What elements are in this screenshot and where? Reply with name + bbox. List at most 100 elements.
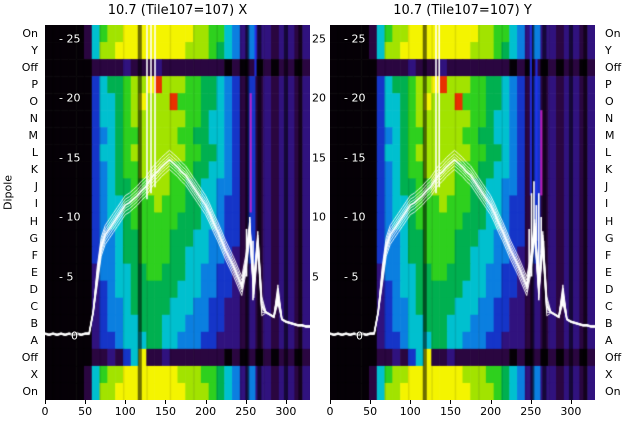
dipole-row-label: K [30,163,38,177]
x-tick-mark [125,400,127,404]
x-tick-label: 100 [399,405,421,418]
heatmap-panel-x: - 25 - 20 - 15 - 10 - 5 0 [45,25,310,400]
dipole-row-label: D [29,282,38,296]
dipole-row-label: L [31,146,38,160]
x-tick-label: 300 [275,405,297,418]
dipole-row-labels-right: On Y Off P O N M L K J I H G F E D C B A Off X On [601,25,637,400]
x-tick-label: 50 [78,405,93,418]
dipole-axis-label: Dipole [1,174,15,211]
dipole-row-label: Off [605,61,622,75]
dipole-row-label: O [605,95,614,109]
x-tick-label: 250 [235,405,257,418]
heatmap-canvas-y [330,25,595,400]
dipole-row-label: Y [605,44,612,58]
inner-y-tick-label: - 20 [344,91,366,105]
x-tick-mark [490,400,492,404]
dipole-row-label: C [30,299,38,313]
dipole-row-label: B [30,316,38,330]
dipole-row-label: X [605,367,613,381]
x-tick-label: 0 [326,405,334,418]
inner-y-tick-label: - 25 [344,32,366,45]
x-tick-mark [530,400,532,404]
x-tick-label: 250 [520,405,542,418]
dipole-row-labels-left: On Y Off P O N M L K J I H G F E D C B A Off X On [14,25,42,400]
x-tick-label: 100 [114,405,136,418]
panel-title-x: 10.7 (Tile107=107) X [107,3,248,18]
x-tick-mark [450,400,452,404]
x-tick-label: 300 [560,405,582,418]
x-tick-mark [370,400,372,404]
x-tick-label: 150 [439,405,461,418]
dipole-row-label: A [605,333,613,347]
dipole-row-label: J [605,180,609,194]
inner-y-tick-label: 0 [356,329,363,343]
inner-y-tick-label: 0 [71,329,78,343]
dipole-row-label: Y [31,44,38,58]
heatmap-canvas-x [45,25,310,400]
dipole-row-label: H [29,214,38,228]
dipole-row-label: E [31,265,38,279]
x-tick-label: 0 [41,405,49,418]
right-y-tick-label: 15 [312,151,326,164]
dipole-row-label: A [30,333,38,347]
dipole-row-label: I [605,197,609,211]
dipole-row-label: E [605,265,612,279]
inner-y-tick-label: - 20 [59,91,81,105]
dipole-row-label: P [31,78,38,92]
dipole-row-label: M [605,129,615,143]
dipole-row-label: Off [21,61,38,75]
dipole-row-label: C [605,299,613,313]
dipole-row-label: L [605,146,612,160]
dipole-row-label: G [605,231,614,245]
x-tick-label: 200 [195,405,217,418]
panel-title-y: 10.7 (Tile107=107) Y [393,3,532,18]
dipole-row-label: X [30,367,38,381]
right-y-tick-label: 20 [312,91,326,105]
x-tick-mark [165,400,167,404]
inner-y-tick-label: - 10 [344,210,366,224]
dipole-row-label: On [22,27,38,41]
dipole-row-label: Off [21,350,38,364]
x-tick-mark [410,400,412,404]
x-tick-label: 50 [363,405,378,418]
dipole-row-label: O [29,95,38,109]
x-tick-mark [570,400,572,404]
inner-y-tick-label: - 5 [59,270,74,283]
dipole-row-label: On [22,385,38,398]
dipole-row-label: M [28,129,39,143]
x-tick-mark [285,400,287,404]
x-tick-mark [245,400,247,404]
right-y-tick-label: 10 [312,210,326,224]
dipole-row-label: H [605,214,614,228]
x-tick-label: 200 [480,405,502,418]
dipole-row-label: I [34,197,38,211]
dipole-row-label: D [605,282,614,296]
x-tick-mark [45,400,46,404]
inner-y-tick-label: - 5 [344,270,359,283]
x-tick-mark [85,400,87,404]
dipole-row-label: On [605,385,621,398]
dipole-row-label: K [605,163,613,177]
dipole-row-label: On [605,27,621,41]
dipole-row-label: J [34,180,38,194]
dipole-row-label: F [605,248,612,262]
dipole-row-label: N [605,112,614,126]
x-tick-mark [330,400,331,404]
dipole-row-label: B [605,316,613,330]
x-tick-label: 150 [154,405,176,418]
right-y-tick-label: 5 [312,270,319,283]
inner-y-tick-label: - 25 [59,32,81,45]
x-tick-mark [205,400,207,404]
heatmap-panel-y: - 25 - 20 - 15 - 10 - 5 0 [330,25,595,400]
dipole-row-label: Off [605,350,622,364]
right-y-tick-label: 25 [312,32,326,45]
dipole-row-label: G [29,231,38,245]
inner-y-tick-label: - 15 [344,151,366,164]
dipole-row-label: P [605,78,612,92]
dipole-row-label: F [31,248,38,262]
inner-y-tick-label: - 10 [59,210,81,224]
inner-y-tick-label: - 15 [59,151,81,164]
dipole-row-label: N [29,112,38,126]
left-panel-right-axis-ticks: 25 20 15 10 5 [311,25,330,400]
